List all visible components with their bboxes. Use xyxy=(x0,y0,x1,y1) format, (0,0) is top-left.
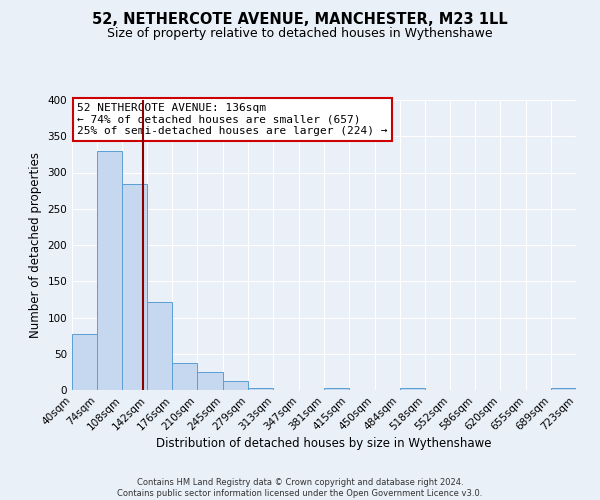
Bar xyxy=(147,302,172,390)
X-axis label: Distribution of detached houses by size in Wythenshawe: Distribution of detached houses by size … xyxy=(156,438,492,450)
Bar xyxy=(223,380,248,390)
Bar xyxy=(400,388,425,390)
Bar xyxy=(323,388,349,390)
Text: 52 NETHERCOTE AVENUE: 136sqm
← 74% of detached houses are smaller (657)
25% of s: 52 NETHERCOTE AVENUE: 136sqm ← 74% of de… xyxy=(77,103,388,136)
Bar xyxy=(72,334,97,390)
Text: Size of property relative to detached houses in Wythenshawe: Size of property relative to detached ho… xyxy=(107,28,493,40)
Text: Contains HM Land Registry data © Crown copyright and database right 2024.
Contai: Contains HM Land Registry data © Crown c… xyxy=(118,478,482,498)
Bar xyxy=(172,363,197,390)
Bar xyxy=(122,184,147,390)
Bar xyxy=(197,372,223,390)
Text: 52, NETHERCOTE AVENUE, MANCHESTER, M23 1LL: 52, NETHERCOTE AVENUE, MANCHESTER, M23 1… xyxy=(92,12,508,28)
Bar xyxy=(97,151,122,390)
Y-axis label: Number of detached properties: Number of detached properties xyxy=(29,152,42,338)
Bar xyxy=(248,388,274,390)
Bar xyxy=(551,388,576,390)
